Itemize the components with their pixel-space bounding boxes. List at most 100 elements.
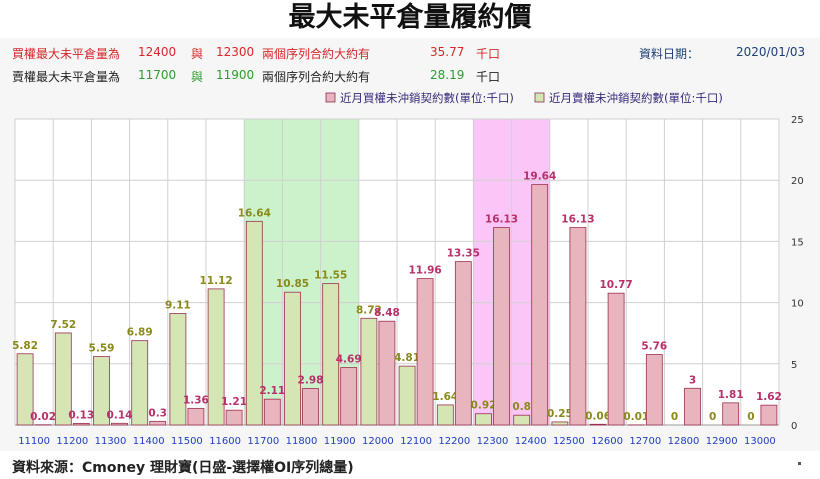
bar-put-12300 [475, 413, 492, 426]
data-label-call-11200: 0.13 [68, 409, 94, 421]
data-label-call-12800: 3 [689, 374, 696, 386]
bar-call-12500 [569, 227, 587, 426]
bar-call-12100 [416, 278, 434, 426]
call-contracts-label: 兩個序列合約大約有 [262, 47, 371, 61]
bar-call-12600 [607, 292, 625, 426]
data-label-call-12400: 19.64 [523, 171, 556, 183]
data-label-call-12300: 16.13 [485, 214, 518, 226]
data-label-put-11600: 11.12 [199, 275, 232, 287]
put-contracts-label: 兩個序列合約大約有 [262, 70, 371, 84]
data-label-put-11400: 6.89 [127, 327, 153, 339]
bar-put-11500 [169, 313, 187, 426]
x-tick-label: 11800 [286, 436, 318, 447]
data-label-call-12900: 1.81 [718, 389, 744, 401]
data-label-put-12400: 0.8 [512, 401, 531, 413]
y-tick-label: 0 [791, 421, 797, 432]
bar-call-11600 [225, 409, 243, 426]
put-unit: 千口 [476, 70, 501, 84]
data-label-put-12500: 0.25 [547, 408, 573, 420]
highlight-band-0 [244, 119, 359, 425]
page-title: 最大未平倉量履約價 [288, 2, 532, 33]
date-value: 2020/01/03 [736, 45, 806, 59]
data-label-call-12700: 5.76 [641, 340, 667, 352]
bar-put-11900 [322, 283, 340, 426]
data-label-call-13000: 1.62 [756, 391, 782, 403]
y-tick-label: 5 [791, 360, 797, 371]
x-tick-label: 12300 [477, 436, 509, 447]
x-tick-label: 11300 [95, 436, 127, 447]
x-tick-label: 12100 [400, 436, 432, 447]
bar-call-11200 [72, 423, 90, 426]
bar-put-12000 [360, 317, 378, 426]
x-tick-label: 12600 [591, 436, 623, 447]
bar-call-11300 [111, 422, 128, 426]
data-label-put-11700: 16.64 [238, 207, 271, 219]
bar-put-11700 [245, 220, 263, 426]
bar-call-12000 [378, 320, 396, 426]
bar-put-11100 [16, 353, 34, 426]
bar-put-12600 [589, 423, 607, 426]
x-tick-label: 12200 [438, 436, 470, 447]
chart-panel: 買權最大未平倉量為 12400 與 12300 兩個序列合約大約有 35.77 … [0, 38, 820, 451]
x-tick-label: 11400 [133, 436, 165, 447]
x-tick-label: 13000 [744, 436, 776, 447]
data-label-put-11100: 5.82 [12, 340, 38, 352]
bar-call-12200 [454, 261, 472, 426]
oi-bar-chart: 0 5 10 15 20 25 5.82 0.02 11100 7.52 0.13 11200 5.59… [12, 91, 804, 447]
data-label-put-12700: 0.01 [623, 411, 649, 423]
bar-call-11400 [149, 420, 167, 426]
data-label-put-11900: 11.55 [314, 270, 347, 282]
x-tick-label: 12400 [515, 436, 547, 447]
data-label-put-12900: 0 [709, 411, 716, 423]
x-tick-label: 11700 [247, 436, 279, 447]
x-tick-label: 12900 [706, 436, 738, 447]
data-label-put-12000: 8.72 [356, 304, 382, 316]
x-tick-label: 12800 [668, 436, 700, 447]
bar-call-11900 [340, 367, 358, 426]
y-tick-label: 20 [791, 176, 804, 187]
x-tick-label: 12000 [362, 436, 394, 447]
bar-put-11800 [284, 291, 301, 426]
date-label: 資料日期： [639, 47, 700, 61]
bar-put-11200 [54, 332, 72, 426]
bar-put-11300 [93, 356, 110, 426]
bar-call-12700 [645, 354, 663, 426]
x-tick-label: 11900 [324, 436, 356, 447]
bar-call-12900 [722, 402, 740, 426]
data-label-call-12500: 16.13 [561, 214, 594, 226]
call-sep: 與 [191, 47, 204, 61]
data-label-put-12300: 0.92 [471, 400, 497, 412]
data-label-call-12600: 10.77 [599, 279, 632, 291]
data-label-call-12100: 11.96 [408, 265, 441, 277]
x-tick-label: 12700 [629, 436, 661, 447]
data-label-call-11500: 1.36 [183, 394, 209, 406]
bar-put-11400 [131, 340, 149, 426]
legend-label-1: 近月賣權未沖銷契約數(單位:千口) [549, 91, 723, 105]
data-label-put-11300: 5.59 [89, 343, 115, 355]
data-label-call-12200: 13.35 [447, 248, 480, 260]
put-max-label: 賣權最大未平倉量為 [12, 70, 121, 84]
y-tick-label: 25 [791, 115, 804, 126]
call-strike-1: 12400 [138, 45, 177, 59]
data-label-call-11600: 1.21 [221, 396, 247, 408]
call-unit: 千口 [476, 47, 501, 61]
call-contracts-value: 35.77 [430, 45, 465, 59]
x-tick-label: 12500 [553, 436, 585, 447]
data-label-put-11800: 10.85 [276, 278, 309, 290]
bar-put-11600 [207, 288, 225, 426]
data-label-put-11200: 7.52 [50, 319, 76, 331]
data-label-call-12000: 8.48 [374, 307, 400, 319]
bar-put-12500 [551, 421, 569, 426]
x-tick-label: 11100 [18, 436, 50, 447]
source-footer: 資料來源：Cmoney 理財寶(日盛-選擇權OI序列總量) [12, 460, 354, 476]
x-tick-label: 11500 [171, 436, 203, 447]
data-label-call-11300: 0.14 [107, 409, 133, 421]
bar-call-12800 [684, 387, 701, 426]
data-label-call-11400: 0.3 [148, 407, 167, 419]
x-tick-label: 11600 [209, 436, 241, 447]
data-label-put-12200: 1.64 [432, 391, 458, 403]
call-max-label: 買權最大未平倉量為 [12, 47, 121, 61]
legend-label-0: 近月買權未沖銷契約數(單位:千口) [340, 91, 514, 105]
bar-call-11800 [302, 388, 319, 426]
data-label-put-12100: 4.81 [394, 352, 420, 364]
